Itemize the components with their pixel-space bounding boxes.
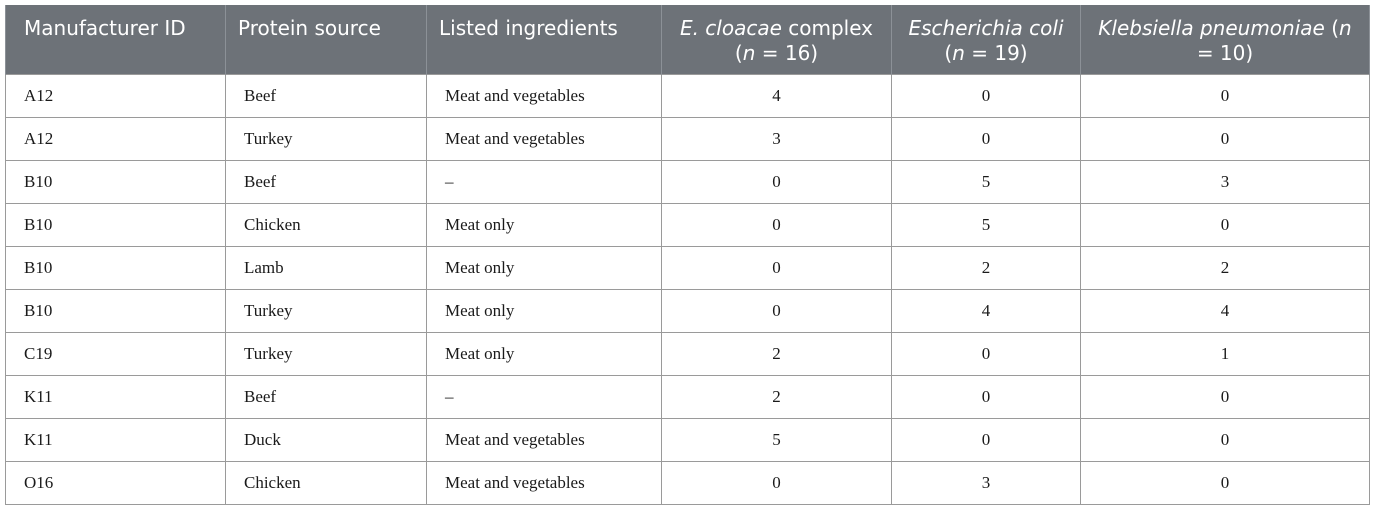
cell-e-coli-count: 5 [891,159,1081,204]
cell-manufacturer-id: O16 [5,460,226,505]
cell-e-cloacae-count: 4 [661,73,892,118]
cell-protein-source: Turkey [225,331,427,376]
header-k-pneumoniae: Klebsiella pneumoniae (n = 10) [1080,5,1370,74]
isolates-by-product-table: Manufacturer ID Protein source Listed in… [5,5,1370,505]
cell-manufacturer-id: B10 [5,159,226,204]
header-k-pneumoniae-species: Klebsiella pneumoniae [1098,16,1325,40]
cell-protein-source: Turkey [225,288,427,333]
cell-protein-source: Chicken [225,202,427,247]
cell-protein-source: Beef [225,374,427,419]
cell-protein-source: Beef [225,159,427,204]
cell-listed-ingredients: – [426,159,662,204]
cell-manufacturer-id: B10 [5,202,226,247]
cell-k-pneumoniae-count: 0 [1080,374,1370,419]
cell-manufacturer-id: A12 [5,73,226,118]
header-protein-source-label: Protein source [238,16,381,40]
cell-e-coli-count: 0 [891,73,1081,118]
cell-e-coli-count: 0 [891,417,1081,462]
header-k-pneumoniae-suffix-2: = 10) [1196,41,1254,65]
header-listed-ingredients: Listed ingredients [426,5,662,74]
header-listed-ingredients-label: Listed ingredients [439,16,618,40]
cell-e-coli-count: 0 [891,331,1081,376]
cell-listed-ingredients: Meat and vegetables [426,73,662,118]
table-row: A12 Turkey Meat and vegetables 3 0 0 [5,116,1370,161]
cell-manufacturer-id: K11 [5,374,226,419]
header-k-pneumoniae-n: n [1339,16,1352,40]
cell-e-cloacae-count: 0 [661,288,892,333]
cell-listed-ingredients: Meat only [426,202,662,247]
cell-e-cloacae-count: 0 [661,460,892,505]
header-e-coli-species: Escherichia coli [908,16,1064,40]
header-manufacturer-id: Manufacturer ID [5,5,226,74]
header-row: Manufacturer ID Protein source Listed in… [5,5,1370,74]
cell-listed-ingredients: – [426,374,662,419]
cell-e-coli-count: 5 [891,202,1081,247]
cell-k-pneumoniae-count: 0 [1080,202,1370,247]
cell-manufacturer-id: B10 [5,245,226,290]
cell-e-cloacae-count: 3 [661,116,892,161]
cell-e-cloacae-count: 2 [661,374,892,419]
header-e-coli-n: n [952,41,965,65]
header-manufacturer-id-label: Manufacturer ID [24,16,186,40]
table-row: B10 Beef – 0 5 3 [5,159,1370,204]
cell-protein-source: Beef [225,73,427,118]
header-e-coli-suffix-1: ( [944,41,953,65]
cell-k-pneumoniae-count: 4 [1080,288,1370,333]
cell-k-pneumoniae-count: 1 [1080,331,1370,376]
cell-k-pneumoniae-count: 0 [1080,460,1370,505]
header-e-cloacae-n: n [742,41,756,65]
cell-e-coli-count: 2 [891,245,1081,290]
cell-e-cloacae-count: 0 [661,159,892,204]
cell-listed-ingredients: Meat and vegetables [426,417,662,462]
cell-manufacturer-id: C19 [5,331,226,376]
cell-e-coli-count: 0 [891,116,1081,161]
table-row: C19 Turkey Meat only 2 0 1 [5,331,1370,376]
cell-manufacturer-id: A12 [5,116,226,161]
table-row: K11 Beef – 2 0 0 [5,374,1370,419]
header-e-cloacae-species: E. cloacae [679,16,782,40]
cell-protein-source: Duck [225,417,427,462]
table-row: A12 Beef Meat and vegetables 4 0 0 [5,73,1370,118]
cell-manufacturer-id: B10 [5,288,226,333]
cell-e-coli-count: 0 [891,374,1081,419]
cell-e-cloacae-count: 2 [661,331,892,376]
cell-listed-ingredients: Meat and vegetables [426,116,662,161]
header-e-cloacae-suffix-1: complex ( [734,16,874,65]
header-e-cloacae-suffix-2: = 16) [755,41,819,65]
cell-k-pneumoniae-count: 0 [1080,73,1370,118]
header-protein-source: Protein source [225,5,427,74]
cell-e-cloacae-count: 0 [661,202,892,247]
header-e-cloacae: E. cloacae complex (n = 16) [661,5,892,74]
cell-manufacturer-id: K11 [5,417,226,462]
cell-k-pneumoniae-count: 0 [1080,116,1370,161]
cell-protein-source: Turkey [225,116,427,161]
header-e-coli-suffix-2: = 19) [964,41,1028,65]
data-table-container: Manufacturer ID Protein source Listed in… [5,5,1370,505]
cell-e-cloacae-count: 5 [661,417,892,462]
cell-e-cloacae-count: 0 [661,245,892,290]
table-row: B10 Lamb Meat only 0 2 2 [5,245,1370,290]
cell-k-pneumoniae-count: 0 [1080,417,1370,462]
cell-e-coli-count: 3 [891,460,1081,505]
cell-k-pneumoniae-count: 2 [1080,245,1370,290]
cell-protein-source: Lamb [225,245,427,290]
header-e-coli: Escherichia coli (n = 19) [891,5,1081,74]
cell-k-pneumoniae-count: 3 [1080,159,1370,204]
cell-protein-source: Chicken [225,460,427,505]
table-row: O16 Chicken Meat and vegetables 0 3 0 [5,460,1370,505]
cell-listed-ingredients: Meat only [426,331,662,376]
cell-e-coli-count: 4 [891,288,1081,333]
cell-listed-ingredients: Meat only [426,245,662,290]
cell-listed-ingredients: Meat and vegetables [426,460,662,505]
table-row: K11 Duck Meat and vegetables 5 0 0 [5,417,1370,462]
table-row: B10 Turkey Meat only 0 4 4 [5,288,1370,333]
cell-listed-ingredients: Meat only [426,288,662,333]
header-k-pneumoniae-suffix-1: ( [1324,16,1340,40]
table-row: B10 Chicken Meat only 0 5 0 [5,202,1370,247]
table-header: Manufacturer ID Protein source Listed in… [5,5,1370,74]
table-body: A12 Beef Meat and vegetables 4 0 0 A12 T… [5,73,1370,505]
